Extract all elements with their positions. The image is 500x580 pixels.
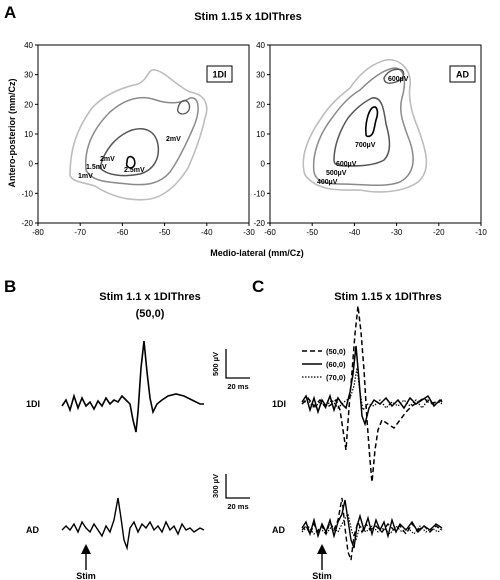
right-x-tick-label: -20: [433, 228, 445, 237]
panel-c-trace-1di-60-0: [301, 345, 443, 427]
contour-600uv: [333, 97, 391, 167]
right-map-contours: [302, 59, 428, 193]
right-label-500uv: 500µV: [326, 170, 347, 177]
left-label-2mv: 2mV: [100, 156, 115, 163]
left-y-tick-label: 30: [24, 71, 33, 80]
scale-bar-lower: [225, 474, 250, 499]
right-x-tick-label: -10: [475, 228, 487, 237]
left-label-1-5mv: 1.5mV: [86, 164, 107, 171]
panel-c-trace-ad-60-0: [301, 499, 443, 549]
panel-c-row-label-ad: AD: [272, 525, 285, 535]
right-map-tag-box: [449, 65, 476, 83]
left-x-tick-label: -50: [159, 228, 171, 237]
panel-a-xlabel: Medio-lateral (mm/Cz): [210, 248, 304, 258]
scale-bar-upper-h-label: 20 ms: [227, 382, 248, 391]
left-x-tick-label: -80: [32, 228, 44, 237]
panel-b-stim-arrow-icon: [81, 544, 91, 554]
left-map-tag-box: [206, 65, 233, 83]
right-y-tick-label: 0: [261, 160, 266, 169]
contour-700uv: [365, 106, 379, 138]
panel-b-row-label-ad: AD: [26, 525, 39, 535]
panel-c-stim-label: Stim: [312, 571, 332, 580]
left-y-tick-label: 0: [29, 160, 34, 169]
panel-c-stim-arrow-icon: [317, 544, 327, 554]
contour-1-5mv: [84, 96, 199, 186]
left-x-tick-label: -30: [243, 228, 255, 237]
left-label-2mv-upper: 2mV: [166, 136, 181, 143]
right-label-600uv: 600µV: [336, 161, 357, 168]
right-x-tick-label: -30: [391, 228, 403, 237]
contour-600uv-upper: [383, 68, 405, 84]
panel-c-letter: C: [252, 277, 264, 296]
left-y-tick-label: -10: [21, 189, 33, 198]
left-label-2-5mv: 2.5mV: [124, 167, 145, 174]
panel-b-row-label-1di: 1DI: [26, 399, 40, 409]
left-y-tick-label: 10: [24, 130, 33, 139]
right-y-tick-label: -10: [253, 189, 265, 198]
contour-2-5mv: [125, 155, 136, 169]
contour-2mv: [99, 128, 160, 177]
left-y-tick-label: -20: [21, 219, 33, 228]
panel-c-trace-1di-50-0: [301, 305, 443, 483]
left-y-tick-label: 40: [24, 41, 33, 50]
panel-c-trace-ad-70-0: [301, 512, 443, 542]
right-x-tick-label: -60: [264, 228, 276, 237]
right-map-y-ticks: -20 -10 0 10 20 30 40: [253, 41, 270, 228]
panel-b-letter: B: [4, 277, 16, 296]
panel-c-title: Stim 1.15 x 1DIThres: [334, 291, 442, 303]
panel-c-trace-1di-70-0: [301, 367, 443, 412]
left-label-1mv: 1mV: [78, 173, 93, 180]
right-label-600uv-upper: 600µV: [388, 76, 409, 83]
scale-bar-upper: [225, 349, 250, 379]
panel-b-subtitle: (50,0): [136, 308, 165, 320]
panel-a-letter: A: [4, 3, 16, 22]
scale-bar-upper-v-label: 500 µV: [211, 352, 220, 376]
legend-label-70-0: (70,0): [326, 373, 346, 382]
left-map-x-ticks: -80 -70 -60 -50 -40 -30: [32, 223, 255, 237]
legend-label-60-0: (60,0): [326, 360, 346, 369]
contour-500uv: [312, 67, 414, 187]
scale-bar-lower-v-label: 300 µV: [211, 474, 220, 498]
right-label-700uv: 700µV: [355, 142, 376, 149]
right-y-tick-label: -20: [253, 219, 265, 228]
panel-b-title: Stim 1.1 x 1DIThres: [99, 291, 201, 303]
contour-2mv-upper: [176, 99, 191, 115]
left-x-tick-label: -60: [117, 228, 129, 237]
left-x-tick-label: -70: [74, 228, 86, 237]
left-y-tick-label: 20: [24, 100, 33, 109]
panel-a-ylabel: Antero-posterior (mm/Cz): [7, 78, 17, 187]
right-map-frame: [269, 44, 482, 224]
right-y-tick-label: 10: [256, 130, 265, 139]
right-label-400uv: 400µV: [317, 179, 338, 186]
panel-b-trace-1di: [61, 340, 204, 433]
legend-label-50-0: (50,0): [326, 347, 346, 356]
left-x-tick-label: -40: [201, 228, 213, 237]
left-map-tag: 1DI: [212, 70, 226, 80]
right-map-tag: AD: [456, 70, 469, 80]
contour-400uv: [302, 59, 428, 193]
right-y-tick-label: 20: [256, 100, 265, 109]
panel-c-legend: (50,0) (60,0) (70,0): [302, 347, 346, 382]
panel-b-trace-ad: [61, 497, 205, 551]
panel-b-stim-label: Stim: [76, 571, 96, 580]
scale-bar-lower-h-label: 20 ms: [227, 502, 248, 511]
contour-1mv: [69, 69, 208, 201]
right-x-tick-label: -40: [349, 228, 361, 237]
left-map-contours: [69, 69, 208, 201]
right-map-x-ticks: -60 -50 -40 -30 -20 -10: [264, 223, 487, 237]
left-map-y-ticks: -20 -10 0 10 20 30 40: [21, 41, 38, 228]
right-y-tick-label: 30: [256, 71, 265, 80]
panel-c-row-label-1di: 1DI: [272, 399, 286, 409]
right-x-tick-label: -50: [306, 228, 318, 237]
panel-a-title: Stim 1.15 x 1DIThres: [194, 11, 302, 23]
right-y-tick-label: 40: [256, 41, 265, 50]
